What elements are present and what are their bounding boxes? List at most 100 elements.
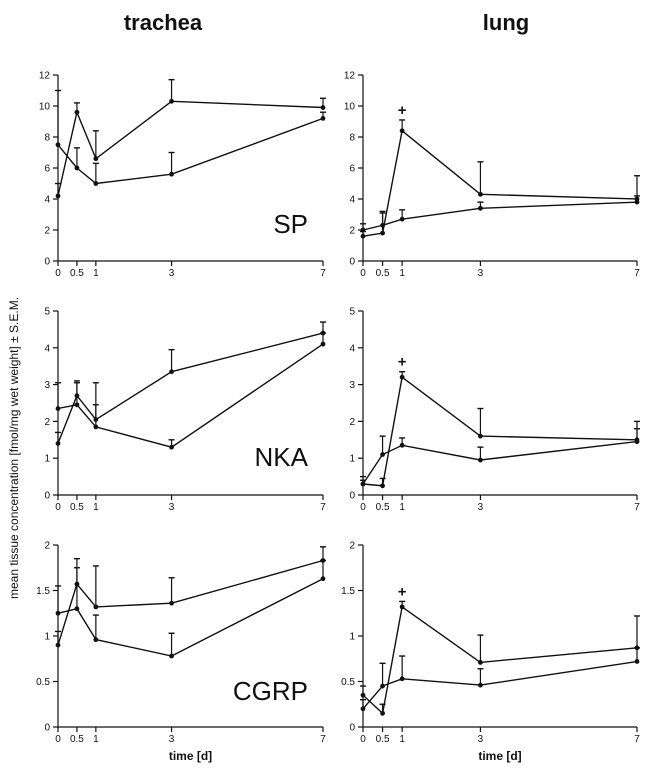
- y-tick-label: 3: [44, 380, 50, 391]
- x-tick-label: 0: [55, 268, 61, 279]
- data-point: [478, 205, 483, 211]
- x-tick-label: 3: [169, 268, 175, 279]
- panel-label-sp: SP: [273, 209, 308, 239]
- y-tick-label: 6: [44, 164, 50, 175]
- y-tick-label: 1: [349, 454, 355, 465]
- x-axis-title: time [d]: [478, 749, 521, 763]
- data-point: [169, 444, 174, 450]
- chart-panel-0: 0 2 4 6 8 10 12 0 0.5 1 3 7 SP: [39, 71, 326, 280]
- data-point: [74, 109, 80, 115]
- y-tick-label: 2: [349, 417, 355, 428]
- data-point: [74, 606, 80, 612]
- x-tick-label: 3: [169, 502, 175, 513]
- data-point: [360, 692, 366, 698]
- data-point: [320, 116, 326, 121]
- chart-panel-2: 0 1 2 3 4 5 0 0.5 1 3 7 NKA: [44, 307, 326, 514]
- y-tick-label: 6: [349, 164, 355, 175]
- data-point: [169, 98, 174, 104]
- y-tick-label: 2: [349, 226, 355, 237]
- y-tick-label: 1.5: [36, 586, 50, 597]
- x-tick-label: 3: [478, 268, 484, 279]
- x-tick-label: 7: [634, 268, 640, 279]
- x-tick-label: 0.5: [70, 268, 84, 279]
- data-point: [399, 442, 405, 448]
- data-point: [478, 682, 483, 688]
- x-tick-label: 7: [320, 502, 326, 513]
- series-line-1: [57, 343, 324, 448]
- data-point: [93, 181, 99, 186]
- y-tick-label: 8: [44, 133, 50, 144]
- x-tick-label: 3: [478, 734, 484, 745]
- x-tick-label: 0.5: [376, 502, 390, 513]
- significance-marker: +: [398, 354, 407, 371]
- data-point: [55, 142, 61, 148]
- y-tick-label: 0: [349, 491, 355, 502]
- chart-panel-4: 0 0.5 1 1.5 2 0 0.5 1 3 7 time [d] CGRP: [36, 541, 326, 764]
- data-point: [93, 604, 99, 610]
- panel-label-nka: NKA: [255, 442, 309, 472]
- y-tick-label: 10: [344, 102, 356, 113]
- y-tick-label: 2: [44, 417, 50, 428]
- series-line-1: [362, 660, 638, 710]
- column-title-lung: lung: [483, 10, 529, 35]
- data-point: [169, 600, 174, 606]
- data-point: [634, 659, 640, 664]
- y-tick-label: 2: [44, 541, 50, 552]
- data-point: [380, 683, 385, 689]
- y-tick-label: 12: [39, 71, 51, 82]
- y-tick-label: 0: [349, 723, 355, 734]
- data-point: [478, 457, 483, 463]
- x-tick-label: 0.5: [376, 268, 390, 279]
- series-line-1: [57, 578, 324, 657]
- column-title-trachea: trachea: [124, 10, 203, 35]
- data-point: [55, 441, 61, 446]
- y-tick-label: 2: [44, 226, 50, 237]
- data-point: [169, 369, 174, 375]
- data-point: [360, 233, 366, 239]
- y-tick-label: 5: [44, 307, 50, 318]
- y-tick-label: 3: [349, 380, 355, 391]
- x-tick-label: 1: [399, 734, 405, 745]
- x-tick-label: 0.5: [376, 734, 390, 745]
- data-point: [360, 227, 366, 233]
- y-tick-label: 12: [344, 71, 356, 82]
- significance-marker: +: [398, 102, 407, 119]
- data-point: [399, 128, 405, 134]
- data-point: [74, 165, 80, 171]
- x-tick-label: 1: [93, 268, 99, 279]
- y-tick-label: 0: [44, 257, 50, 268]
- y-tick-label: 2: [349, 541, 355, 552]
- series-line-0: [362, 375, 638, 487]
- x-tick-label: 0: [55, 502, 61, 513]
- x-tick-label: 0.5: [70, 734, 84, 745]
- y-tick-label: 5: [349, 307, 355, 318]
- x-tick-label: 3: [169, 734, 175, 745]
- data-point: [55, 406, 61, 411]
- x-tick-label: 1: [399, 268, 405, 279]
- data-point: [360, 481, 366, 487]
- data-point: [55, 642, 61, 648]
- x-tick-label: 1: [399, 502, 405, 513]
- x-tick-label: 7: [320, 734, 326, 745]
- x-tick-label: 0: [360, 502, 366, 513]
- data-point: [399, 374, 405, 380]
- data-point: [55, 610, 61, 616]
- x-axis-title: time [d]: [169, 749, 212, 763]
- chart-panel-3: 0 1 2 3 4 5 0 0.5 1 3 7 +: [349, 307, 640, 514]
- series-line-1: [57, 117, 324, 185]
- series-line-0: [57, 100, 324, 197]
- data-point: [380, 483, 385, 489]
- chart-panel-5: 0 0.5 1 1.5 2 0 0.5 1 3 7 time [d] +: [341, 541, 640, 764]
- y-tick-label: 1: [44, 632, 50, 643]
- data-point: [399, 216, 405, 222]
- data-point: [320, 105, 326, 110]
- data-point: [478, 191, 483, 197]
- y-tick-label: 4: [349, 343, 355, 354]
- x-tick-label: 7: [634, 734, 640, 745]
- data-point: [634, 199, 640, 205]
- data-point: [380, 710, 385, 716]
- x-tick-label: 7: [320, 268, 326, 279]
- panel-label-cgrp: CGRP: [233, 676, 308, 706]
- series-line-0: [362, 605, 638, 715]
- data-point: [93, 637, 99, 643]
